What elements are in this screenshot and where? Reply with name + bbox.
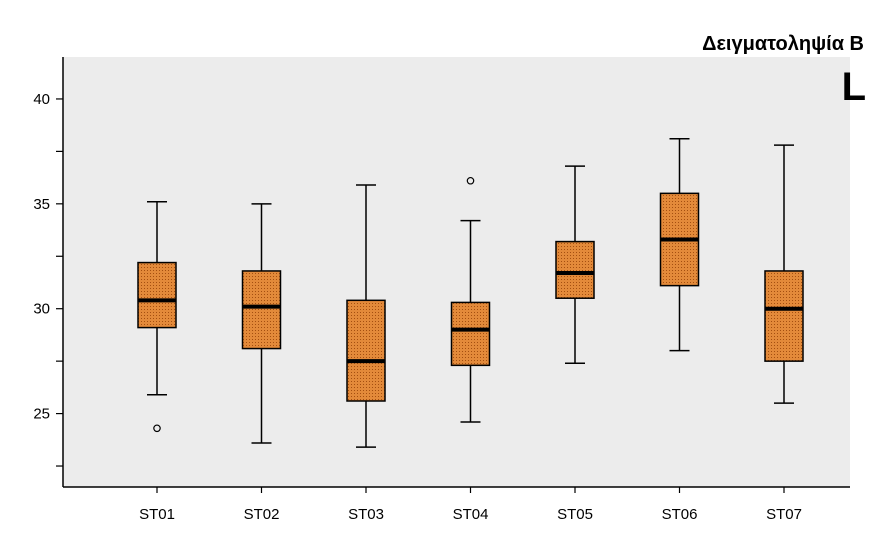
chart-title: Δειγματοληψία Β — [702, 33, 864, 55]
x-tick-label: ST02 — [244, 506, 280, 523]
iqr-box — [346, 299, 386, 402]
y-axis: 25 30 35 40 — [33, 57, 64, 487]
x-axis: ST01 ST02 ST03 ST04 ST05 ST06 ST07 — [63, 486, 850, 523]
box-series — [137, 138, 804, 448]
y-tick-label: 25 — [33, 406, 50, 423]
y-tick-label: 35 — [33, 196, 50, 213]
iqr-box — [241, 270, 282, 350]
box-st03 — [346, 184, 386, 448]
plot-area — [63, 57, 850, 487]
y-tick-label: 30 — [33, 301, 50, 318]
x-tick-label: ST01 — [139, 506, 175, 523]
x-tick-label: ST04 — [453, 506, 489, 523]
panel-label: L — [842, 65, 866, 109]
outlier-point — [466, 176, 475, 185]
x-tick-label: ST05 — [557, 506, 593, 523]
box-st02 — [241, 203, 282, 444]
box-st07 — [764, 144, 804, 404]
iqr-box — [137, 261, 177, 329]
box-st01 — [137, 200, 177, 433]
box-st04 — [450, 176, 491, 423]
iqr-box — [555, 240, 595, 299]
box-st05 — [555, 165, 595, 364]
outlier-point — [153, 424, 161, 433]
x-tick-label: ST07 — [766, 506, 802, 523]
box-st06 — [659, 138, 700, 352]
y-tick-label: 40 — [33, 91, 50, 108]
iqr-box — [764, 270, 804, 362]
iqr-box — [450, 301, 491, 367]
x-tick-label: ST03 — [348, 506, 384, 523]
x-tick-label: ST06 — [662, 506, 698, 523]
